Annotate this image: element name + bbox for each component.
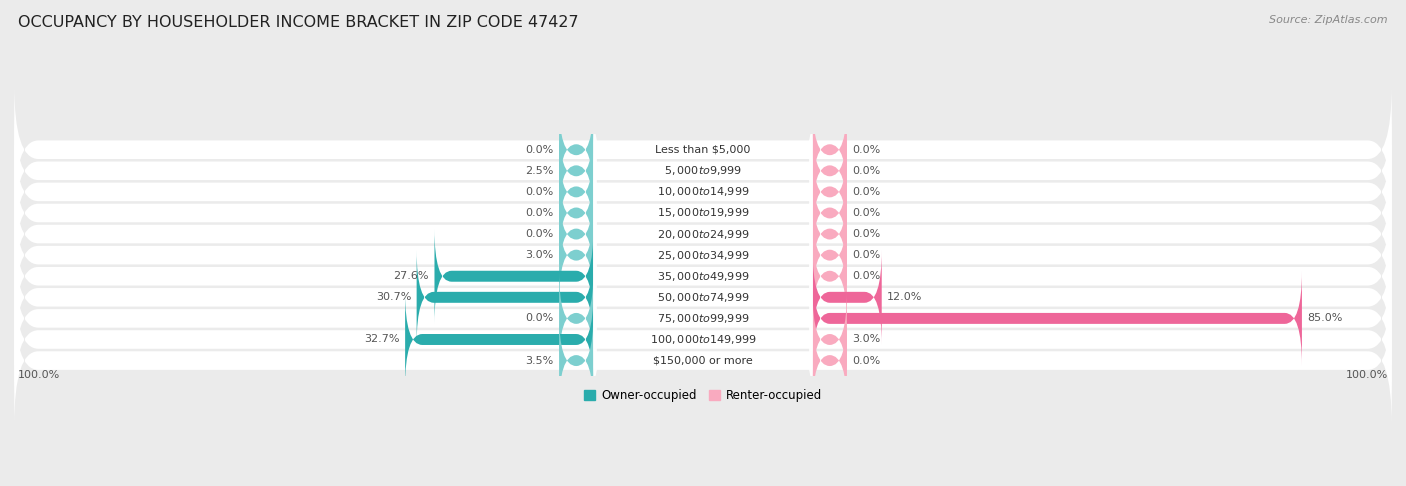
Text: 0.0%: 0.0% — [852, 166, 880, 176]
Text: 2.5%: 2.5% — [526, 166, 554, 176]
FancyBboxPatch shape — [14, 212, 1392, 341]
FancyBboxPatch shape — [416, 250, 593, 345]
Text: 0.0%: 0.0% — [526, 187, 554, 197]
Text: 0.0%: 0.0% — [852, 271, 880, 281]
FancyBboxPatch shape — [14, 275, 1392, 404]
Text: $10,000 to $14,999: $10,000 to $14,999 — [657, 185, 749, 198]
FancyBboxPatch shape — [14, 254, 1392, 383]
Text: 0.0%: 0.0% — [852, 187, 880, 197]
FancyBboxPatch shape — [560, 187, 593, 281]
Text: 0.0%: 0.0% — [852, 145, 880, 155]
Legend: Owner-occupied, Renter-occupied: Owner-occupied, Renter-occupied — [579, 384, 827, 407]
FancyBboxPatch shape — [593, 293, 813, 386]
Text: 0.0%: 0.0% — [526, 229, 554, 239]
FancyBboxPatch shape — [560, 145, 593, 239]
Text: 0.0%: 0.0% — [852, 229, 880, 239]
FancyBboxPatch shape — [593, 167, 813, 260]
FancyBboxPatch shape — [593, 230, 813, 323]
FancyBboxPatch shape — [813, 166, 846, 260]
FancyBboxPatch shape — [14, 191, 1392, 320]
FancyBboxPatch shape — [813, 271, 1302, 365]
FancyBboxPatch shape — [813, 103, 846, 197]
Text: $25,000 to $34,999: $25,000 to $34,999 — [657, 249, 749, 261]
FancyBboxPatch shape — [560, 166, 593, 260]
FancyBboxPatch shape — [560, 123, 593, 218]
FancyBboxPatch shape — [813, 250, 882, 345]
Text: 0.0%: 0.0% — [852, 250, 880, 260]
Text: $50,000 to $74,999: $50,000 to $74,999 — [657, 291, 749, 304]
Text: $15,000 to $19,999: $15,000 to $19,999 — [657, 207, 749, 220]
FancyBboxPatch shape — [813, 123, 846, 218]
FancyBboxPatch shape — [14, 106, 1392, 235]
Text: 0.0%: 0.0% — [852, 356, 880, 365]
Text: 100.0%: 100.0% — [18, 370, 60, 380]
FancyBboxPatch shape — [593, 104, 813, 196]
FancyBboxPatch shape — [813, 229, 846, 324]
FancyBboxPatch shape — [813, 313, 846, 408]
Text: 30.7%: 30.7% — [375, 292, 411, 302]
Text: $5,000 to $9,999: $5,000 to $9,999 — [664, 164, 742, 177]
Text: 3.5%: 3.5% — [526, 356, 554, 365]
FancyBboxPatch shape — [14, 296, 1392, 425]
Text: Source: ZipAtlas.com: Source: ZipAtlas.com — [1270, 15, 1388, 25]
FancyBboxPatch shape — [14, 85, 1392, 214]
Text: 3.0%: 3.0% — [852, 334, 880, 345]
FancyBboxPatch shape — [560, 271, 593, 365]
Text: $75,000 to $99,999: $75,000 to $99,999 — [657, 312, 749, 325]
Text: 32.7%: 32.7% — [364, 334, 399, 345]
FancyBboxPatch shape — [560, 208, 593, 302]
FancyBboxPatch shape — [593, 314, 813, 407]
Text: 0.0%: 0.0% — [526, 208, 554, 218]
FancyBboxPatch shape — [593, 272, 813, 365]
FancyBboxPatch shape — [593, 188, 813, 280]
Text: $20,000 to $24,999: $20,000 to $24,999 — [657, 227, 749, 241]
FancyBboxPatch shape — [813, 208, 846, 302]
FancyBboxPatch shape — [14, 170, 1392, 298]
FancyBboxPatch shape — [593, 124, 813, 217]
FancyBboxPatch shape — [14, 148, 1392, 278]
FancyBboxPatch shape — [813, 145, 846, 239]
FancyBboxPatch shape — [14, 233, 1392, 362]
Text: $35,000 to $49,999: $35,000 to $49,999 — [657, 270, 749, 283]
Text: 0.0%: 0.0% — [852, 208, 880, 218]
Text: 12.0%: 12.0% — [887, 292, 922, 302]
FancyBboxPatch shape — [593, 145, 813, 238]
Text: $100,000 to $149,999: $100,000 to $149,999 — [650, 333, 756, 346]
Text: Less than $5,000: Less than $5,000 — [655, 145, 751, 155]
Text: OCCUPANCY BY HOUSEHOLDER INCOME BRACKET IN ZIP CODE 47427: OCCUPANCY BY HOUSEHOLDER INCOME BRACKET … — [18, 15, 579, 30]
Text: 0.0%: 0.0% — [526, 145, 554, 155]
FancyBboxPatch shape — [14, 127, 1392, 257]
FancyBboxPatch shape — [560, 103, 593, 197]
FancyBboxPatch shape — [813, 187, 846, 281]
FancyBboxPatch shape — [560, 313, 593, 408]
FancyBboxPatch shape — [434, 229, 593, 324]
FancyBboxPatch shape — [405, 292, 593, 387]
Text: 100.0%: 100.0% — [1346, 370, 1388, 380]
Text: 85.0%: 85.0% — [1308, 313, 1343, 323]
Text: $150,000 or more: $150,000 or more — [654, 356, 752, 365]
FancyBboxPatch shape — [593, 209, 813, 301]
Text: 3.0%: 3.0% — [526, 250, 554, 260]
FancyBboxPatch shape — [813, 292, 846, 387]
Text: 0.0%: 0.0% — [526, 313, 554, 323]
FancyBboxPatch shape — [593, 251, 813, 344]
Text: 27.6%: 27.6% — [394, 271, 429, 281]
